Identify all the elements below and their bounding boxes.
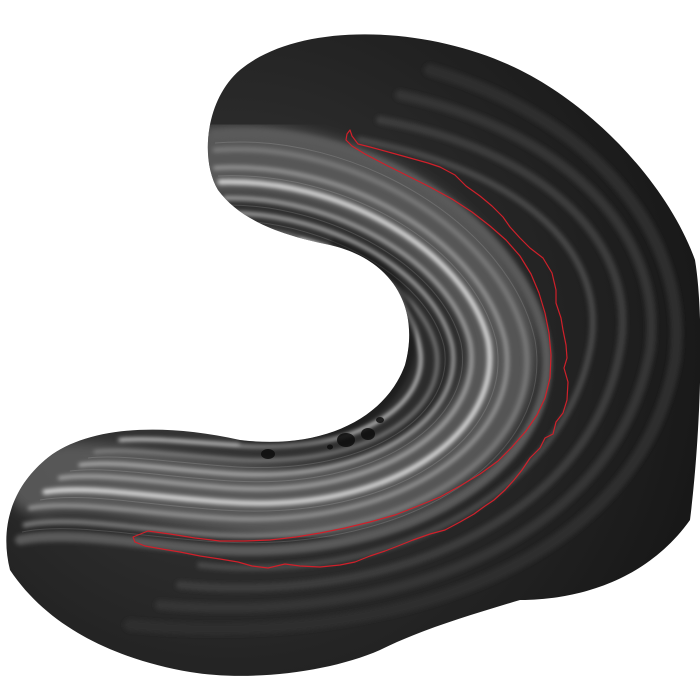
annotation-outline: [132, 129, 569, 569]
dark-inclusions: [261, 417, 384, 459]
glow-band: [6, 124, 537, 538]
